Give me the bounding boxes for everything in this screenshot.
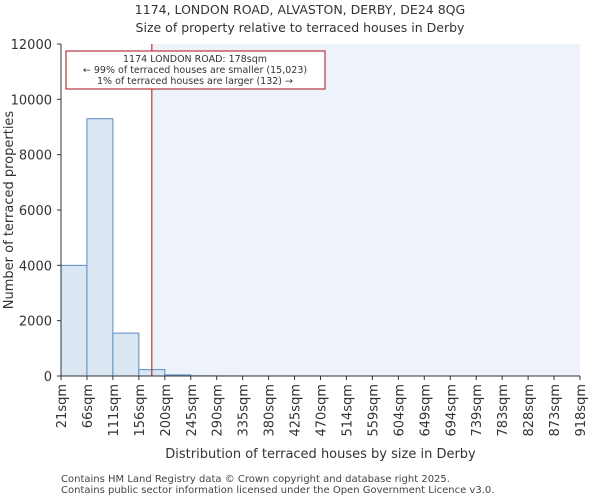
- y-tick-label: 2000: [19, 315, 52, 330]
- x-tick-label: 290sqm: [211, 384, 226, 437]
- x-tick-label: 783sqm: [496, 384, 511, 437]
- x-tick-label: 66sqm: [81, 384, 96, 428]
- y-tick-label: 12000: [11, 38, 52, 53]
- chart-title: 1174, LONDON ROAD, ALVASTON, DERBY, DE24…: [134, 2, 466, 17]
- x-tick-label: 873sqm: [548, 384, 563, 437]
- x-tick-label: 111sqm: [107, 384, 122, 437]
- y-tick-label: 8000: [19, 149, 52, 164]
- x-tick-label: 245sqm: [185, 384, 200, 437]
- y-tick-label: 10000: [11, 93, 52, 108]
- x-tick-label: 739sqm: [470, 384, 485, 437]
- x-tick-label: 425sqm: [289, 384, 304, 437]
- footer-licence: Contains public sector information licen…: [61, 485, 495, 496]
- bar-111sqm: [112, 332, 140, 377]
- annotation-border: [65, 50, 326, 90]
- x-tick-label: 470sqm: [315, 384, 330, 437]
- annotation-line-1: 1174 LONDON ROAD: 178sqm: [123, 54, 267, 65]
- x-axis-label: Distribution of terraced houses by size …: [165, 447, 476, 462]
- x-ticks-group: 21sqm 66sqm 111sqm 156sqm 200sqm 245sqm 290sqm…: [55, 376, 589, 437]
- bar-66sqm: [86, 118, 114, 377]
- x-tick-label: 156sqm: [133, 384, 148, 437]
- x-tick-label: 200sqm: [159, 384, 174, 437]
- x-tick-label: 918sqm: [574, 384, 589, 437]
- x-tick-label: 828sqm: [522, 384, 537, 437]
- bar-21sqm: [60, 264, 88, 377]
- larger-region-highlight: [151, 44, 580, 376]
- y-ticks-group: 0 2000 4000 6000 8000 10000 12000: [11, 38, 61, 385]
- annotation-line-2: ← 99% of terraced houses are smaller (15…: [83, 65, 307, 76]
- x-tick-label: 514sqm: [340, 384, 355, 437]
- footer-copyright: Contains HM Land Registry data © Crown c…: [61, 474, 450, 485]
- y-axis-label: Number of terraced properties: [2, 111, 17, 310]
- x-tick-label: 559sqm: [366, 384, 381, 437]
- x-tick-label: 335sqm: [237, 384, 252, 437]
- x-tick-label: 649sqm: [418, 384, 433, 437]
- annotation-line-3: 1% of terraced houses are larger (132) →: [97, 76, 293, 87]
- y-tick-label: 0: [44, 370, 52, 385]
- y-tick-label: 4000: [19, 259, 52, 274]
- x-tick-label: 604sqm: [392, 384, 407, 437]
- annotation-box: 1174 LONDON ROAD: 178sqm ← 99% of terrac…: [65, 50, 326, 90]
- x-tick-label: 694sqm: [444, 384, 459, 437]
- x-tick-label: 380sqm: [263, 384, 278, 437]
- y-tick-label: 6000: [19, 204, 52, 219]
- x-tick-label: 21sqm: [55, 384, 70, 428]
- chart-subtitle: Size of property relative to terraced ho…: [135, 20, 465, 35]
